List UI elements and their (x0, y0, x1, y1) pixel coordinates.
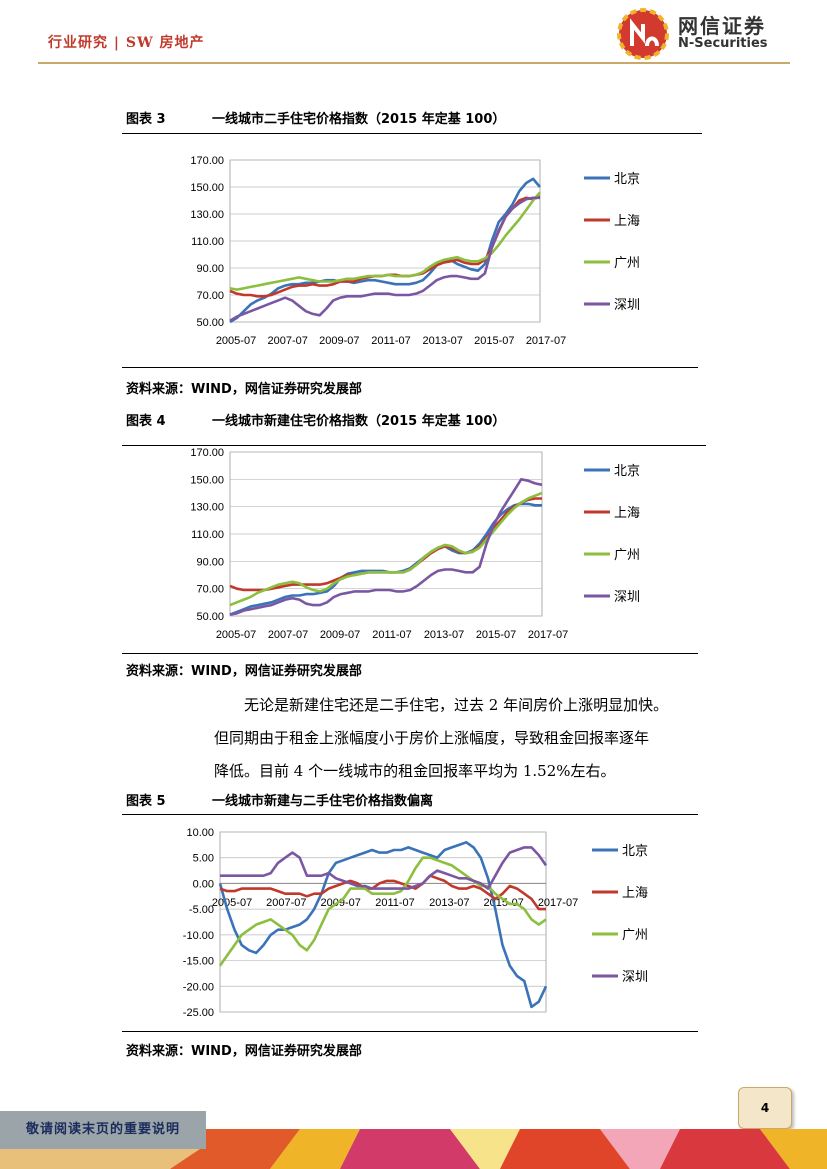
x-tick-label: 2013-07 (422, 335, 462, 347)
y-tick-label: 150.00 (190, 474, 224, 486)
y-tick-label: 90.00 (196, 263, 224, 275)
legend-label: 北京 (622, 844, 648, 859)
series-line-0 (218, 840, 548, 1009)
figure-3-source: 资料来源：WIND，网信证券研究发展部 (126, 382, 362, 397)
figure-5-top-rule (122, 814, 698, 815)
legend-label: 上海 (614, 506, 640, 521)
chart-1-svg: 170.00 150.00 130.00 110.00 90.00 70.00 50.00 2… (190, 447, 640, 641)
footer-disclaimer-note: 敬请阅读末页的重要说明 (0, 1111, 206, 1149)
body-paragraph: 无论是新建住宅还是二手住宅，过去 2 年间房价上涨明显加快。 但同期由于租金上涨… (214, 689, 714, 788)
figure-3-heading: 图表 3 一线城市二手住宅价格指数（2015 年定基 100） (126, 108, 505, 127)
figure-4-chart: 170.00 150.00 130.00 110.00 90.00 70.00 50.00 2… (122, 442, 682, 646)
legend-label: 深圳 (614, 298, 640, 313)
y-tick-label: 50.00 (196, 317, 224, 329)
figure-3-top-rule (122, 133, 702, 134)
figure-4-heading: 图表 4 一线城市新建住宅价格指数（2015 年定基 100） (126, 410, 505, 429)
x-tick-label: 2015-07 (474, 335, 514, 347)
x-tick-label: 2017-07 (538, 897, 578, 909)
x-tick-label: 2013-07 (429, 897, 469, 909)
figure-3-bottom-rule (122, 367, 698, 368)
x-tick-label: 2005-07 (212, 897, 252, 909)
y-tick-label: 170.00 (190, 447, 224, 459)
legend-label: 深圳 (614, 590, 640, 605)
page-number: 4 (738, 1087, 792, 1129)
x-tick-label: 2007-07 (266, 897, 306, 909)
figure-5-number: 图表 5 (126, 794, 166, 809)
x-tick-label: 2007-07 (268, 629, 308, 641)
x-tick-label: 2005-07 (216, 335, 256, 347)
figure-5-source: 资料来源：WIND，网信证券研究发展部 (126, 1044, 362, 1059)
y-tick-label: -5.00 (189, 904, 214, 916)
figure-5-chart: 10.00 5.00 0.00 -5.00 -10.00 -15.00 -20.00 -25.… (122, 822, 682, 1036)
x-tick-label: 2005-07 (216, 629, 256, 641)
y-tick-label: 90.00 (196, 556, 224, 568)
figure-5-title: 一线城市新建与二手住宅价格指数偏离 (212, 794, 434, 809)
series-line-1 (219, 874, 546, 911)
y-tick-label: 50.00 (196, 611, 224, 623)
legend-label: 上海 (614, 214, 640, 229)
figure-3-chart: 170.00 150.00 130.00 110.00 90.00 70.00 50.00 2… (122, 138, 682, 362)
figure-4-title: 一线城市新建住宅价格指数（2015 年定基 100） (212, 414, 506, 429)
series-line-3 (229, 477, 543, 616)
series-line-1 (229, 497, 542, 592)
figure-4-source: 资料来源：WIND，网信证券研究发展部 (126, 664, 362, 679)
figure-5-bottom-rule (122, 1031, 698, 1032)
legend-label: 北京 (614, 464, 640, 479)
x-tick-label: 2015-07 (476, 629, 516, 641)
figure-3-title: 一线城市二手住宅价格指数（2015 年定基 100） (212, 112, 506, 127)
y-tick-label: 70.00 (196, 584, 224, 596)
legend-label: 北京 (614, 172, 640, 187)
chart-2-svg: 10.00 5.00 0.00 -5.00 -10.00 -15.00 -20.00 -25.… (183, 827, 648, 1019)
series-line-3 (229, 196, 540, 322)
x-tick-label: 2017-07 (526, 335, 566, 347)
paragraph-line-2: 但同期由于租金上涨幅度小于房价上涨幅度，导致租金回报率逐年 (214, 729, 650, 747)
x-tick-label: 2017-07 (528, 629, 568, 641)
y-tick-label: 110.00 (191, 236, 224, 248)
y-tick-label: -25.00 (183, 1007, 214, 1019)
y-tick-label: 150.00 (190, 182, 224, 194)
x-tick-label: 2007-07 (267, 335, 307, 347)
header-divider (38, 62, 790, 64)
paragraph-line-1: 无论是新建住宅还是二手住宅，过去 2 年间房价上涨明显加快。 (244, 696, 669, 714)
legend-label: 上海 (622, 886, 648, 901)
footer-decorative-band (0, 1129, 827, 1169)
header-section-label: 行业研究 | SW 房地产 (48, 35, 205, 51)
legend-label: 深圳 (622, 970, 648, 985)
x-tick-label: 2011-07 (371, 335, 411, 347)
figure-4-top-rule (122, 445, 706, 446)
figure-3-number: 图表 3 (126, 112, 166, 127)
figure-4-bottom-rule (122, 653, 698, 654)
y-tick-label: 170.00 (190, 155, 224, 167)
y-tick-label: 5.00 (193, 853, 214, 865)
x-tick-label: 2011-07 (375, 897, 415, 909)
company-logo-icon (617, 8, 669, 60)
x-tick-label: 2011-07 (372, 629, 412, 641)
y-tick-label: 10.00 (186, 827, 214, 839)
x-tick-label: 2013-07 (424, 629, 464, 641)
y-tick-label: 0.00 (193, 878, 214, 890)
x-tick-label: 2009-07 (319, 335, 359, 347)
logo-chinese-name: 网信证券 (678, 14, 766, 38)
x-tick-label: 2009-07 (320, 629, 360, 641)
series-line-2 (218, 856, 547, 967)
y-tick-label: -20.00 (183, 981, 214, 993)
legend-label: 广州 (614, 256, 640, 271)
series-line-3 (220, 846, 548, 890)
legend-label: 广州 (622, 928, 648, 943)
y-tick-label: 130.00 (190, 502, 224, 514)
legend-label: 广州 (614, 548, 640, 563)
logo-english-name: N-Securities (678, 36, 768, 51)
y-tick-label: -15.00 (183, 956, 214, 968)
y-tick-label: 70.00 (196, 290, 224, 302)
x-tick-label: 2009-07 (320, 897, 360, 909)
figure-4-number: 图表 4 (126, 414, 166, 429)
y-tick-label: 130.00 (190, 209, 224, 221)
figure-5-heading: 图表 5 一线城市新建与二手住宅价格指数偏离 (126, 790, 433, 809)
y-tick-label: 110.00 (191, 529, 224, 541)
chart-0-svg: 170.00 150.00 130.00 110.00 90.00 70.00 50.00 2… (190, 155, 640, 347)
paragraph-line-3: 降低。目前 4 个一线城市的租金回报率平均为 1.52%左右。 (214, 762, 616, 780)
y-tick-label: -10.00 (183, 930, 214, 942)
